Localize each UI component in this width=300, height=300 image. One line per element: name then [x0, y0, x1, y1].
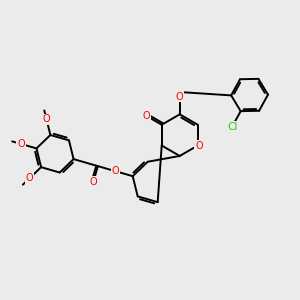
Text: O: O — [195, 140, 203, 151]
Text: O: O — [43, 114, 50, 124]
Text: O: O — [17, 139, 25, 149]
Text: O: O — [89, 177, 97, 187]
Text: O: O — [26, 173, 33, 183]
Text: O: O — [176, 92, 184, 101]
Text: Cl: Cl — [227, 122, 237, 132]
Text: O: O — [112, 166, 119, 176]
Text: O: O — [142, 111, 150, 121]
